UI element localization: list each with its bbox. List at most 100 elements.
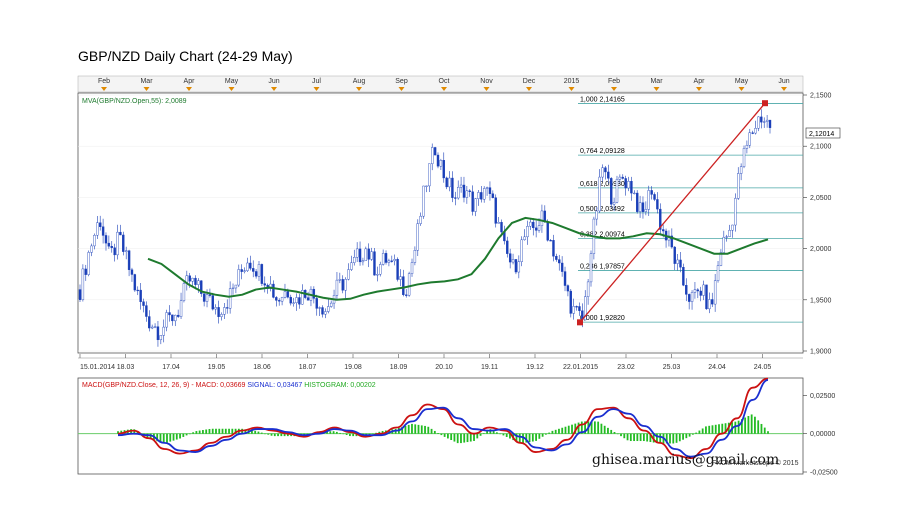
- price-candle: [240, 269, 243, 272]
- price-candle: [497, 222, 500, 224]
- price-candle: [379, 264, 382, 275]
- price-candle: [278, 300, 281, 302]
- month-marker-icon: [143, 87, 150, 91]
- price-candle: [763, 121, 766, 123]
- price-candle: [148, 316, 151, 329]
- price-candle: [329, 302, 333, 307]
- price-candle: [361, 260, 365, 263]
- price-candle: [540, 210, 544, 226]
- month-label: Jun: [778, 78, 789, 85]
- price-candle: [119, 231, 122, 236]
- histogram-bar: [476, 433, 479, 439]
- price-candle: [153, 326, 157, 328]
- histogram-bar: [767, 431, 769, 434]
- price-candle: [231, 287, 235, 289]
- price-candle: [716, 265, 720, 281]
- month-label: Nov: [480, 78, 493, 85]
- price-candle: [690, 292, 694, 302]
- price-candle: [728, 230, 731, 237]
- price-candle: [393, 258, 396, 262]
- price-candle: [428, 163, 431, 187]
- date-tick-label: 18.07: [299, 364, 317, 371]
- month-label: Jul: [312, 78, 321, 85]
- price-candle: [454, 197, 457, 199]
- price-candle: [659, 208, 662, 230]
- price-panel: [77, 92, 804, 354]
- price-candle: [555, 256, 558, 260]
- price-candle: [578, 306, 581, 311]
- price-candle: [191, 277, 194, 282]
- histogram-bar: [427, 426, 430, 434]
- histogram-bar: [538, 433, 541, 439]
- price-candle: [480, 192, 483, 200]
- histogram-bar: [202, 430, 204, 434]
- price-candle: [165, 312, 168, 328]
- price-candle: [523, 236, 526, 241]
- price-candle: [226, 307, 229, 309]
- price-candle: [745, 145, 749, 149]
- price-candle: [595, 210, 598, 220]
- price-candle: [433, 147, 437, 156]
- price-candle: [607, 171, 610, 179]
- histogram-bar: [754, 416, 756, 434]
- month-marker-icon: [483, 87, 490, 91]
- price-tick-label: 1,9500: [810, 297, 832, 304]
- price-candle: [162, 326, 165, 336]
- price-tick-label: 2,1500: [810, 93, 832, 100]
- price-candle: [566, 285, 570, 292]
- price-candle: [679, 259, 682, 268]
- histogram-bar: [244, 429, 247, 434]
- histogram-bar: [188, 433, 191, 435]
- price-candle: [485, 187, 489, 189]
- histogram-bar: [678, 433, 681, 442]
- histogram-bar: [117, 431, 119, 434]
- date-tick-label: 18.03: [117, 364, 135, 371]
- fib-label: 0,382 2,00974: [580, 232, 625, 239]
- date-tick-label: 15.01.2014: [80, 364, 115, 371]
- price-candle: [301, 289, 304, 305]
- histogram-bar: [335, 431, 338, 434]
- price-candle: [670, 235, 674, 248]
- histogram-bar: [698, 430, 701, 434]
- histogram-bar: [541, 433, 544, 437]
- histogram-bar: [453, 433, 456, 442]
- price-tick-label: 2,0000: [810, 246, 832, 253]
- histogram-bar: [424, 425, 426, 434]
- chart-title: GBP/NZD Daily Chart (24-29 May): [78, 48, 293, 64]
- histogram-bar: [224, 428, 227, 434]
- price-candle: [471, 191, 474, 212]
- month-label: Apr: [184, 78, 196, 85]
- price-candle: [445, 177, 448, 188]
- histogram-bar: [286, 433, 289, 437]
- histogram-bar: [590, 421, 593, 434]
- price-candle: [217, 307, 220, 317]
- histogram-bar: [646, 433, 649, 442]
- price-candle: [708, 299, 711, 310]
- histogram-bar: [273, 433, 276, 437]
- histogram-bar: [659, 433, 662, 444]
- price-candle: [171, 314, 174, 322]
- histogram-bar: [747, 416, 750, 434]
- histogram-bar: [672, 433, 675, 444]
- price-candle: [87, 252, 90, 275]
- signal-value: 0,03467: [277, 382, 302, 389]
- price-candle: [488, 187, 492, 194]
- price-candle: [630, 181, 633, 194]
- month-marker-icon: [186, 87, 192, 91]
- histogram-bar: [505, 433, 508, 437]
- price-candle: [520, 239, 523, 262]
- price-candle: [122, 234, 125, 252]
- histogram-bar: [234, 428, 237, 434]
- histogram-bar: [574, 423, 577, 434]
- price-candle: [465, 190, 469, 198]
- histogram-bar: [734, 421, 737, 434]
- histogram-bar: [456, 433, 459, 444]
- histogram-bar: [695, 432, 698, 434]
- histogram-bar: [349, 433, 351, 437]
- price-candle: [422, 185, 425, 217]
- histogram-bar: [757, 420, 760, 434]
- price-candle: [292, 302, 295, 304]
- month-axis: Feb Mar Apr May Jun Jul Aug Sep Oct Nov Dec 2015 Feb…: [77, 75, 804, 93]
- histogram-bar: [166, 433, 168, 443]
- price-candle: [243, 270, 246, 272]
